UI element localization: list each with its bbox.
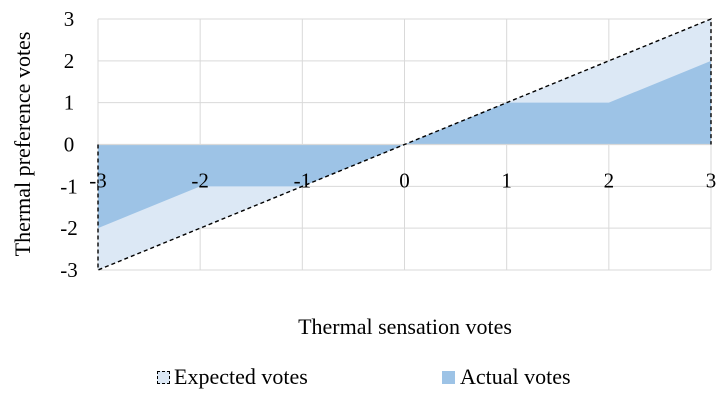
y-axis-title: Thermal preference votes xyxy=(10,32,35,257)
x-tick-labels: -3 -2 -1 0 1 2 3 xyxy=(89,169,716,193)
x-tick-label: -2 xyxy=(191,169,209,193)
legend-item-expected[interactable]: Expected votes xyxy=(157,364,308,390)
y-tick-label: -1 xyxy=(60,174,78,198)
y-tick-label: 2 xyxy=(64,49,75,73)
y-tick-label: 1 xyxy=(64,91,75,115)
expected-votes-line xyxy=(97,17,712,272)
x-tick-label: 0 xyxy=(399,169,410,193)
x-tick-label: -3 xyxy=(89,169,107,193)
legend-swatch-expected xyxy=(157,370,170,384)
legend-item-actual[interactable]: Actual votes xyxy=(442,364,571,390)
legend-label-expected: Expected votes xyxy=(174,364,308,389)
chart-area: -3 -2 -1 0 1 2 3 3 2 1 0 -1 -2 -3 Thermal sensation … xyxy=(10,7,716,339)
x-axis-title: Thermal sensation votes xyxy=(298,314,512,339)
legend: Expected votes Actual votes xyxy=(0,364,716,394)
y-tick-labels: 3 2 1 0 -1 -2 -3 xyxy=(60,7,78,282)
legend-label-actual: Actual votes xyxy=(460,364,571,389)
x-tick-label: -1 xyxy=(294,169,312,193)
y-tick-label: -3 xyxy=(60,258,78,282)
y-tick-label: -2 xyxy=(60,216,78,240)
legend-swatch-actual xyxy=(442,370,455,384)
x-tick-label: 3 xyxy=(706,169,716,193)
plot-areas xyxy=(97,17,712,272)
x-tick-label: 1 xyxy=(501,169,512,193)
x-tick-label: 2 xyxy=(604,169,615,193)
y-tick-label: 0 xyxy=(64,133,75,157)
y-tick-label: 3 xyxy=(64,7,75,31)
